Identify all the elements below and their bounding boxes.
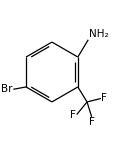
Text: NH₂: NH₂ bbox=[89, 29, 108, 39]
Text: Br: Br bbox=[1, 84, 13, 94]
Text: F: F bbox=[89, 118, 95, 127]
Text: F: F bbox=[101, 93, 107, 104]
Text: F: F bbox=[70, 110, 76, 120]
